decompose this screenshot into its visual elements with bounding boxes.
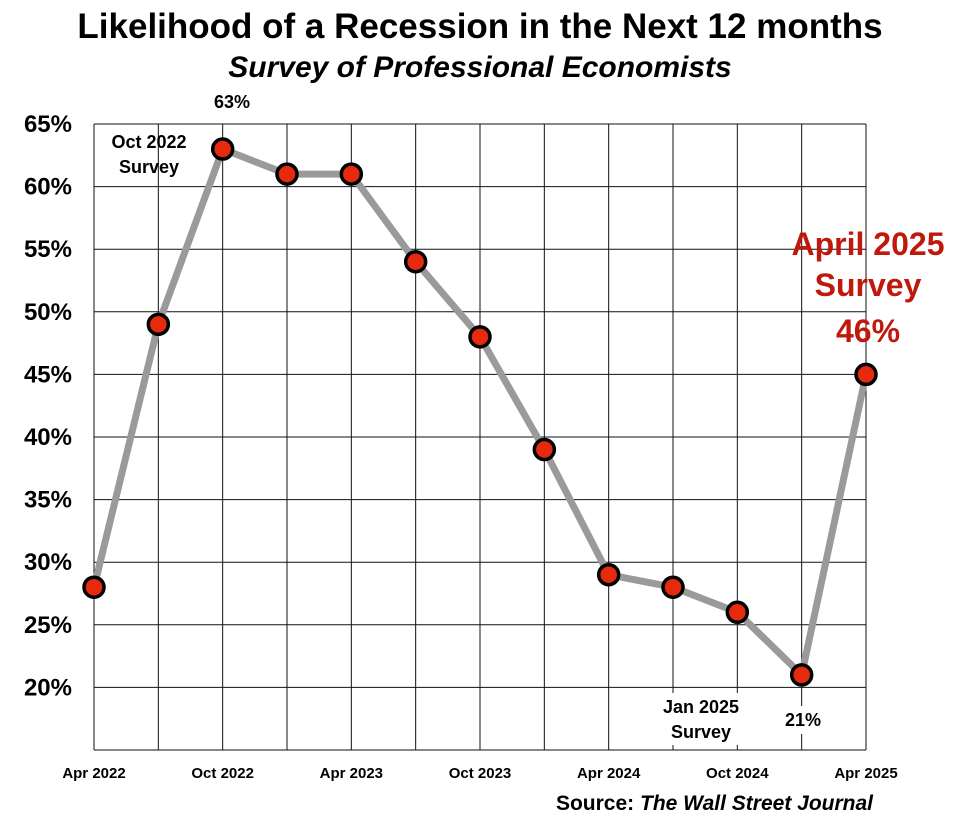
data-point: [789, 663, 814, 687]
x-tick-label: Apr 2025: [834, 765, 897, 782]
x-tick-label: Apr 2022: [62, 765, 125, 782]
y-tick-label: 40%: [24, 424, 72, 451]
data-point: [275, 162, 299, 186]
y-tick-label: 30%: [24, 549, 72, 576]
jan-2025-label-background: [648, 693, 754, 745]
x-tick-label: Oct 2024: [706, 765, 769, 782]
data-point: [210, 137, 235, 161]
data-point: [661, 575, 685, 599]
y-axis-ticks: 20% 25% 30% 35% 40% 45% 50% 55% 60% 65%: [24, 111, 72, 701]
y-tick-label: 20%: [24, 674, 72, 701]
data-point: [82, 575, 106, 599]
data-point: [854, 362, 878, 387]
y-tick-label: 35%: [24, 487, 72, 514]
april-2025-label-line1: April 2025: [792, 226, 945, 262]
y-tick-label: 60%: [24, 174, 72, 201]
y-tick-label: 50%: [24, 299, 72, 326]
source-name: The Wall Street Journal: [640, 792, 874, 815]
source-label: Source: The Wall Street Journal: [556, 792, 874, 815]
data-points: [82, 137, 878, 687]
april-2025-label-line2: Survey: [815, 267, 922, 303]
peak-value-label: 63%: [214, 92, 250, 112]
x-axis-ticks: Apr 2022 Oct 2022 Apr 2023 Oct 2023 Apr 2024…: [62, 765, 897, 782]
data-point: [146, 312, 171, 337]
jan-2025-value-label: 21%: [785, 710, 821, 730]
data-point: [532, 437, 557, 462]
grid-lines: [93, 123, 867, 751]
data-point: [725, 600, 750, 625]
y-tick-label: 25%: [24, 612, 72, 639]
oct-2022-label-line1: Oct 2022: [111, 132, 186, 152]
jan-2025-value-background: [775, 706, 833, 734]
y-tick-label: 65%: [24, 111, 72, 138]
data-point: [468, 325, 492, 349]
data-point: [403, 249, 428, 274]
chart-title: Likelihood of a Recession in the Next 12…: [77, 7, 882, 46]
y-tick-label: 55%: [24, 236, 72, 263]
data-point: [596, 562, 621, 587]
x-tick-label: Oct 2022: [191, 765, 254, 782]
april-2025-value-label: 46%: [836, 313, 900, 349]
chart-subtitle: Survey of Professional Economists: [228, 51, 731, 84]
jan-2025-label-line1: Jan 2025: [663, 697, 739, 717]
jan-2025-label-line2: Survey: [671, 722, 731, 742]
oct-2022-label-line2: Survey: [119, 157, 179, 177]
x-tick-label: Oct 2023: [449, 765, 512, 782]
annotation-backgrounds: [648, 693, 833, 745]
y-tick-label: 45%: [24, 361, 72, 388]
x-tick-label: Apr 2024: [577, 765, 641, 782]
x-tick-label: Apr 2023: [320, 765, 383, 782]
data-point: [339, 162, 364, 186]
